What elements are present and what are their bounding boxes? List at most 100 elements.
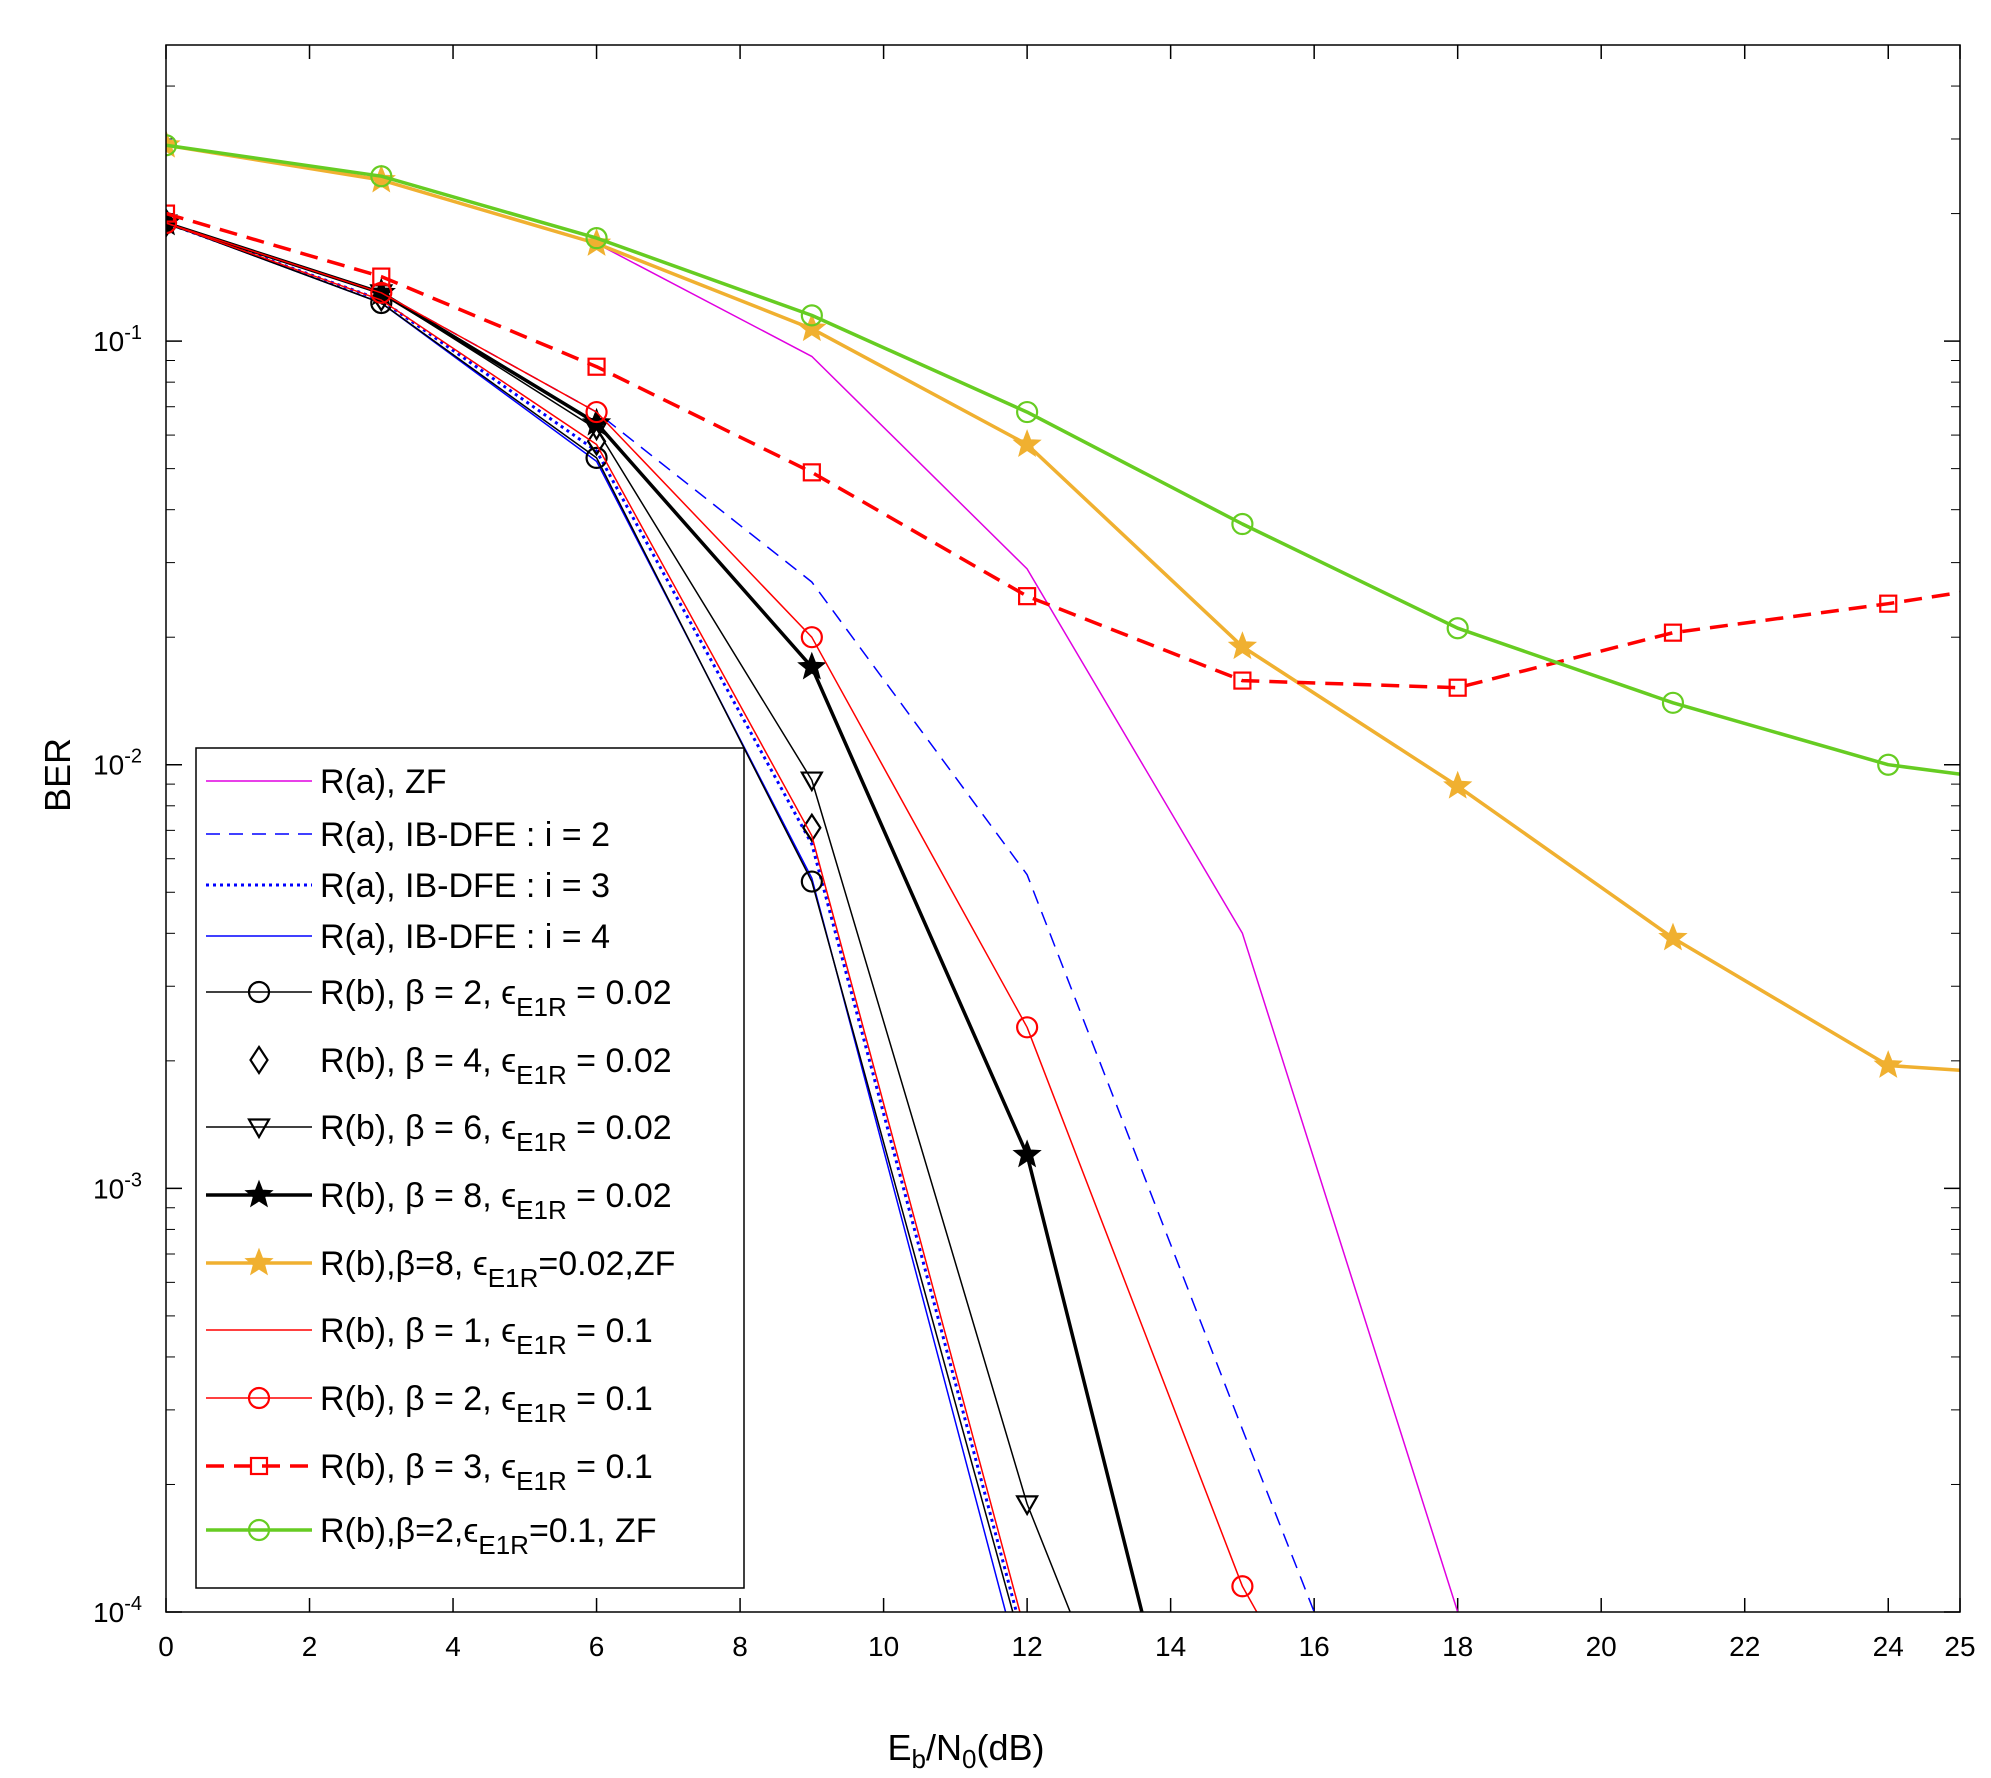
axis-ticks	[165, 44, 1961, 1613]
series-line	[166, 222, 1021, 1612]
marker-star	[1443, 770, 1473, 799]
series-line	[166, 143, 1960, 776]
legend-label: R(b), β = 1, ϵE1R = 0.1	[320, 1312, 653, 1360]
x-axis-label-slash: /N	[926, 1727, 962, 1768]
marker-circle	[800, 304, 823, 327]
series-9	[166, 222, 1021, 1612]
marker-circle	[166, 134, 178, 157]
marker-square	[1233, 671, 1252, 690]
marker-circle	[585, 400, 608, 424]
series-line	[166, 221, 1018, 1612]
legend-item: R(b), β = 8, ϵE1R = 0.02	[206, 1177, 672, 1225]
legend-label: R(b),β=2,ϵE1R=0.1, ZF	[320, 1512, 657, 1560]
legend-item: R(a), IB-DFE : i = 3	[206, 867, 610, 905]
legend-label: R(b), β = 2, ϵE1R = 0.1	[320, 1380, 653, 1428]
x-tick-label: 12	[1012, 1631, 1043, 1662]
x-axis-label: Eb/N0(dB)	[888, 1727, 1045, 1774]
y-tick-label: 10-1	[93, 322, 142, 357]
legend-item: R(b),β=8, ϵE1R=0.02,ZF	[206, 1245, 675, 1293]
marker-circle	[166, 211, 178, 235]
marker-star	[244, 1247, 274, 1276]
marker-square	[1448, 678, 1467, 697]
marker-triangle	[1015, 1495, 1040, 1517]
marker-square	[1663, 623, 1683, 642]
x-tick-label: 8	[732, 1631, 748, 1662]
legend-item: R(b), β = 2, ϵE1R = 0.02	[206, 974, 672, 1022]
marker-circle	[585, 227, 608, 250]
legend-item: R(b), β = 3, ϵE1R = 0.1	[206, 1448, 653, 1496]
legend-item: R(b),β=2,ϵE1R=0.1, ZF	[206, 1512, 657, 1560]
legend-item: R(b), β = 2, ϵE1R = 0.1	[206, 1380, 653, 1428]
marker-circle	[247, 980, 271, 1004]
marker-star	[1227, 631, 1258, 660]
marker-circle	[1661, 691, 1685, 714]
y-axis-label: BER	[37, 738, 78, 812]
x-tick-label: 22	[1729, 1631, 1760, 1662]
marker-circle	[1016, 400, 1039, 424]
marker-circle	[247, 1518, 271, 1542]
x-axis-label-sub-0: 0	[962, 1744, 976, 1774]
marker-star	[244, 1179, 274, 1208]
marker-circle	[1231, 1575, 1254, 1598]
y-tick-labels: 10-1 10-2 10-3 10-4	[93, 322, 142, 1628]
marker-circle	[1016, 1016, 1039, 1039]
x-tick-label: 18	[1442, 1631, 1473, 1662]
series-line	[166, 222, 1315, 1612]
marker-circle	[370, 165, 393, 188]
marker-star	[1873, 1050, 1903, 1078]
marker-diamond	[802, 812, 822, 843]
x-tick-label: 0	[158, 1631, 174, 1662]
marker-circle	[1877, 753, 1900, 776]
legend-label: R(a), IB-DFE : i = 3	[320, 867, 610, 905]
legend-label: R(b), β = 4, ϵE1R = 0.02	[320, 1042, 672, 1090]
x-tick-label: 4	[445, 1631, 461, 1662]
x-tick-labels: 0 2 4 6 8 10 12 14 16 18 20 22 24 25	[158, 1631, 1975, 1662]
legend-label: R(b), β = 3, ϵE1R = 0.1	[320, 1448, 653, 1496]
marker-circle	[247, 1386, 271, 1410]
legend-item: R(b), β = 4, ϵE1R = 0.02	[249, 1042, 672, 1090]
x-tick-label: 25	[1944, 1631, 1975, 1662]
legend-item: R(b), β = 1, ϵE1R = 0.1	[206, 1312, 653, 1360]
marker-circle	[585, 446, 608, 470]
x-tick-label: 16	[1299, 1631, 1330, 1662]
legend-label: R(b), β = 8, ϵE1R = 0.02	[320, 1177, 672, 1225]
marker-star	[1012, 429, 1042, 458]
x-axis-label-sub-b: b	[912, 1744, 926, 1774]
marker-star	[1012, 1139, 1042, 1168]
series-line	[166, 143, 1960, 1073]
marker-square	[372, 267, 391, 286]
series-11	[166, 204, 1960, 697]
x-tick-label: 14	[1155, 1631, 1186, 1662]
legend-label: R(a), IB-DFE : i = 4	[320, 918, 610, 956]
marker-star	[797, 313, 827, 342]
marker-circle	[800, 870, 823, 893]
x-tick-label: 2	[302, 1631, 318, 1662]
legend-label: R(a), IB-DFE : i = 2	[320, 816, 610, 854]
marker-star	[797, 651, 827, 680]
plot-frame	[165, 44, 1961, 1613]
marker-square	[1879, 594, 1898, 613]
marker-square	[249, 1456, 269, 1476]
series-10	[166, 211, 1258, 1612]
x-tick-label: 20	[1586, 1631, 1617, 1662]
x-axis-label-unit: (dB)	[976, 1727, 1044, 1768]
marker-circle	[800, 626, 823, 649]
marker-circle	[1446, 617, 1469, 640]
legend-label: R(b), β = 2, ϵE1R = 0.02	[320, 974, 672, 1022]
series-1	[166, 222, 1315, 1612]
x-tick-label: 6	[589, 1631, 605, 1662]
y-tick-label: 10-3	[93, 1169, 142, 1204]
legend-item: R(a), IB-DFE : i = 2	[206, 816, 610, 854]
data-series	[166, 129, 1960, 1612]
marker-square	[166, 204, 176, 223]
y-tick-label: 10-2	[93, 746, 142, 781]
legend-box	[195, 747, 745, 1589]
marker-square	[802, 463, 821, 482]
legend-label: R(b), β = 6, ϵE1R = 0.02	[320, 1109, 672, 1157]
marker-square	[587, 357, 606, 376]
marker-triangle	[799, 771, 824, 793]
y-tick-label: 10-4	[93, 1593, 142, 1628]
x-tick-label: 24	[1873, 1631, 1904, 1662]
series-line	[166, 211, 1960, 690]
marker-square	[1018, 587, 1037, 606]
